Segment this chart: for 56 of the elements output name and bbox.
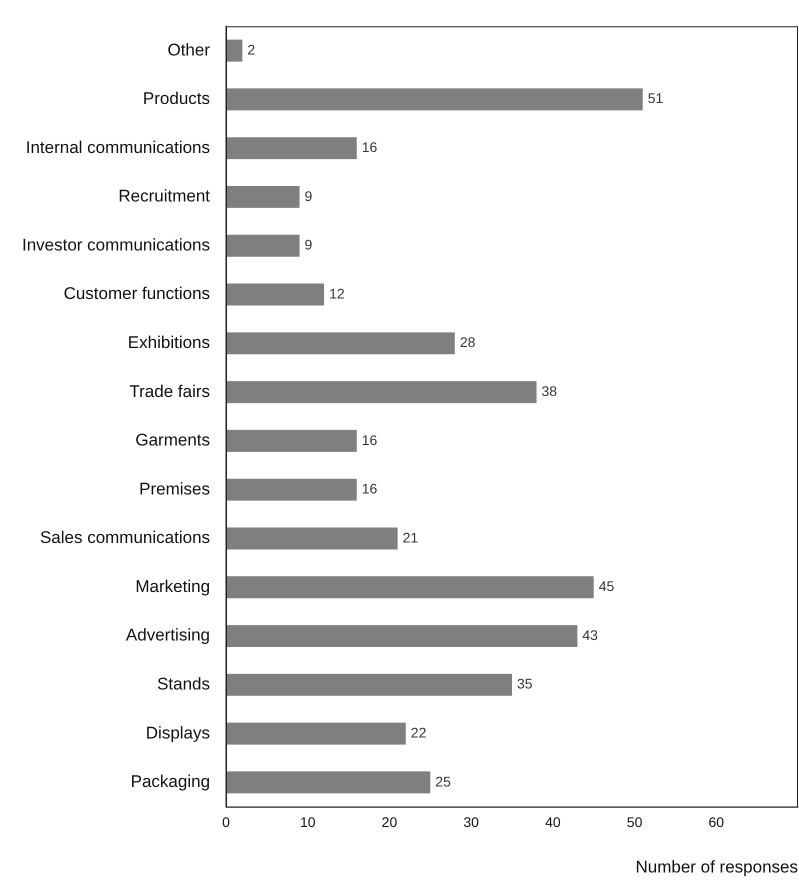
y-tick-label: Advertising bbox=[126, 626, 210, 645]
bar bbox=[226, 722, 406, 745]
data-label: 45 bbox=[598, 578, 615, 594]
x-tick-label: 10 bbox=[300, 814, 316, 830]
data-label: 9 bbox=[304, 236, 313, 253]
data-label: 25 bbox=[435, 773, 452, 790]
x-tick-label: 0 bbox=[222, 814, 230, 830]
data-label: 16 bbox=[362, 432, 378, 448]
bar bbox=[226, 88, 643, 110]
bar bbox=[226, 430, 357, 452]
x-tick-label: 40 bbox=[545, 814, 561, 830]
bar bbox=[226, 284, 324, 306]
y-tick-label: Displays bbox=[146, 723, 210, 742]
y-tick-label: Stands bbox=[157, 674, 210, 694]
data-label: 22 bbox=[410, 724, 427, 740]
data-label: 16 bbox=[362, 139, 378, 156]
bar bbox=[226, 332, 455, 354]
y-tick-label: Other bbox=[167, 40, 210, 60]
x-axis-title: Number of responses bbox=[635, 857, 798, 876]
y-tick-label: Trade fairs bbox=[129, 382, 210, 401]
y-tick-label: Premises bbox=[139, 479, 210, 498]
bar bbox=[226, 234, 300, 257]
data-label: 38 bbox=[542, 382, 558, 399]
y-tick-label: Recruitment bbox=[118, 186, 210, 206]
bar bbox=[226, 478, 357, 501]
bar bbox=[226, 625, 578, 648]
data-label: 16 bbox=[362, 480, 378, 497]
x-tick-label: 30 bbox=[463, 814, 480, 830]
y-tick-label: Packaging bbox=[130, 772, 210, 792]
bar bbox=[226, 186, 300, 208]
data-label: 35 bbox=[517, 676, 533, 692]
y-tick-label: Garments bbox=[135, 430, 210, 450]
bar bbox=[226, 137, 357, 160]
x-tick-label: 50 bbox=[626, 814, 643, 830]
x-tick-label: 20 bbox=[382, 814, 398, 830]
y-tick-label: Products bbox=[142, 89, 210, 108]
y-tick-label: Customer functions bbox=[64, 284, 210, 304]
y-tick-label: Sales communications bbox=[40, 528, 210, 548]
data-label: 43 bbox=[582, 626, 598, 643]
bar bbox=[226, 527, 398, 550]
data-label: 12 bbox=[329, 285, 345, 302]
data-label: 28 bbox=[460, 334, 476, 350]
bar bbox=[226, 771, 430, 794]
bar bbox=[226, 381, 537, 404]
y-tick-label: Internal communications bbox=[26, 138, 210, 157]
data-label: 9 bbox=[304, 188, 313, 204]
y-tick-label: Marketing bbox=[135, 576, 210, 596]
x-tick-label: 60 bbox=[708, 814, 724, 830]
data-label: 21 bbox=[402, 529, 418, 546]
bar bbox=[226, 576, 594, 598]
y-tick-label: Exhibitions bbox=[128, 333, 210, 352]
bar bbox=[226, 674, 512, 696]
bar bbox=[226, 40, 242, 62]
data-label: 2 bbox=[247, 41, 256, 58]
y-tick-label: Investor communications bbox=[22, 235, 210, 254]
data-label: 51 bbox=[648, 90, 664, 106]
